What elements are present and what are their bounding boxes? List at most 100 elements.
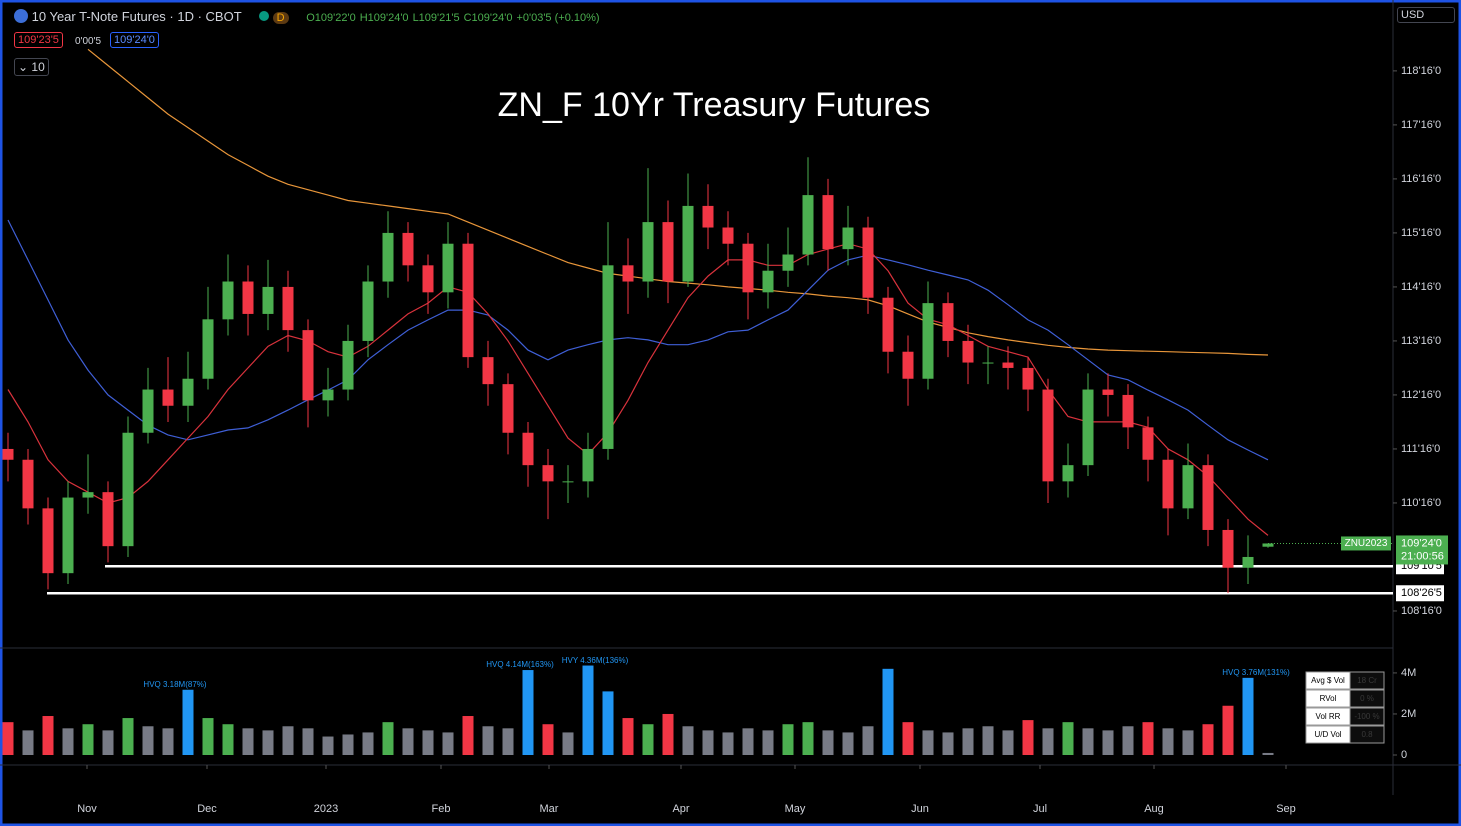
volume-bar <box>282 726 294 755</box>
candle-body <box>422 265 434 293</box>
candle-body <box>622 265 634 282</box>
volume-bar <box>42 716 54 755</box>
volume-annotation: HVQ 3.18M(87%) <box>143 680 206 689</box>
candle-body <box>22 459 34 509</box>
volume-bar <box>682 726 694 755</box>
candle-body <box>402 232 414 266</box>
volume-bar <box>22 730 34 755</box>
candle-body <box>322 389 334 401</box>
volume-bar <box>122 718 134 755</box>
symbol-line: 10 Year T-Note Futures · 1D · CBOT D O10… <box>14 9 604 24</box>
y-tick-label: 116'16'0 <box>1401 173 1441 185</box>
last-price-bg <box>1396 535 1448 565</box>
y-tick-label: 115'16'0 <box>1401 227 1441 239</box>
candle-body <box>382 232 394 282</box>
candle-body <box>182 378 194 406</box>
candle-body <box>1202 465 1214 530</box>
volume-bar <box>982 726 994 755</box>
candle-body <box>442 243 454 293</box>
volume-bar <box>1102 730 1114 755</box>
candle-body <box>282 286 294 331</box>
ohlc-item: +0'03'5 (+0.10%) <box>516 12 600 24</box>
volume-bar <box>662 713 674 755</box>
volume-annotation: HVY 4.36M(136%) <box>562 656 629 665</box>
symbol-tag-bg <box>1341 536 1391 551</box>
volume-bar <box>1222 705 1234 755</box>
volume-bar <box>1082 728 1094 755</box>
volume-bar <box>422 730 434 755</box>
table-cell <box>1349 707 1385 726</box>
volume-bar <box>562 732 574 755</box>
status-dot <box>259 11 270 21</box>
flag-icon <box>14 9 28 23</box>
volume-bar <box>442 732 454 755</box>
volume-bar <box>62 728 74 755</box>
currency[interactable]: USD <box>1397 7 1455 23</box>
candle-body <box>642 222 654 282</box>
candle-body <box>82 492 94 498</box>
volume-bar <box>2 722 14 755</box>
candle-body <box>262 286 274 314</box>
volume-bar <box>642 724 654 755</box>
level-label-bg <box>1396 585 1444 602</box>
candle-body <box>602 265 614 449</box>
y-tick-label: 111'16'0 <box>1401 443 1440 455</box>
bid[interactable]: 109'23'5 <box>14 32 63 48</box>
volume-bar <box>822 730 834 755</box>
volume-bar <box>1182 730 1194 755</box>
candle-body <box>482 357 494 385</box>
candle-body <box>222 281 234 320</box>
volume-bar <box>1022 720 1034 755</box>
symbol: 10 Year T-Note Futures · 1D · CBOT <box>31 9 242 24</box>
volume-bar <box>1042 728 1054 755</box>
y-tick-label: 113'16'0 <box>1401 335 1441 347</box>
y-tick-label: 108'16'0 <box>1401 605 1442 617</box>
indicator-toggle[interactable]: ⌄ 10 <box>14 58 49 76</box>
candle-body <box>142 389 154 433</box>
candle-body <box>522 432 534 466</box>
table-cell <box>1349 671 1385 690</box>
y-tick-label: 110'16'0 <box>1401 497 1441 509</box>
x-tick-label: Nov <box>77 803 97 815</box>
volume-bar <box>622 718 634 755</box>
ohlc-item: C109'24'0 <box>463 12 513 24</box>
candle-body <box>802 195 814 255</box>
table-label: RVol <box>1320 694 1337 703</box>
candle-body <box>942 303 954 341</box>
volume-bar <box>362 732 374 755</box>
candle-body <box>1062 465 1074 482</box>
candle-body <box>2 448 14 460</box>
x-tick-label: May <box>785 803 806 815</box>
x-tick-label: Feb <box>432 803 451 815</box>
candle-body <box>562 481 574 483</box>
candle-body <box>822 195 834 250</box>
candle-body <box>782 254 794 271</box>
candle-body <box>582 448 594 482</box>
volume-bar <box>722 732 734 755</box>
volume-bar <box>262 730 274 755</box>
candle-body <box>242 281 254 314</box>
candle-body <box>1002 362 1014 368</box>
y-tick-label: 114'16'0 <box>1401 281 1441 293</box>
volume-tick-label: 4M <box>1401 667 1416 679</box>
last-price-label: 109'24'0 <box>1401 537 1442 549</box>
volume-bar <box>162 728 174 755</box>
volume-bar <box>1202 724 1214 755</box>
candle-body <box>982 362 994 364</box>
candle-body <box>962 340 974 363</box>
table-cell <box>1349 689 1385 708</box>
countdown: 21:00:56 <box>1401 550 1444 562</box>
volume-bar <box>1262 752 1274 755</box>
table-label: Vol RR <box>1316 712 1341 721</box>
chart-title: ZN_F 10Yr Treasury Futures <box>498 86 931 124</box>
moving-average <box>7 243 1269 536</box>
x-tick-label: Jul <box>1033 803 1047 815</box>
candle-body <box>902 351 914 379</box>
candle-body <box>302 330 314 401</box>
volume-bar <box>102 730 114 755</box>
volume-bar <box>702 730 714 755</box>
moving-average <box>7 219 1269 461</box>
ask[interactable]: 109'24'0 <box>110 32 159 48</box>
candle-body <box>1162 459 1174 509</box>
